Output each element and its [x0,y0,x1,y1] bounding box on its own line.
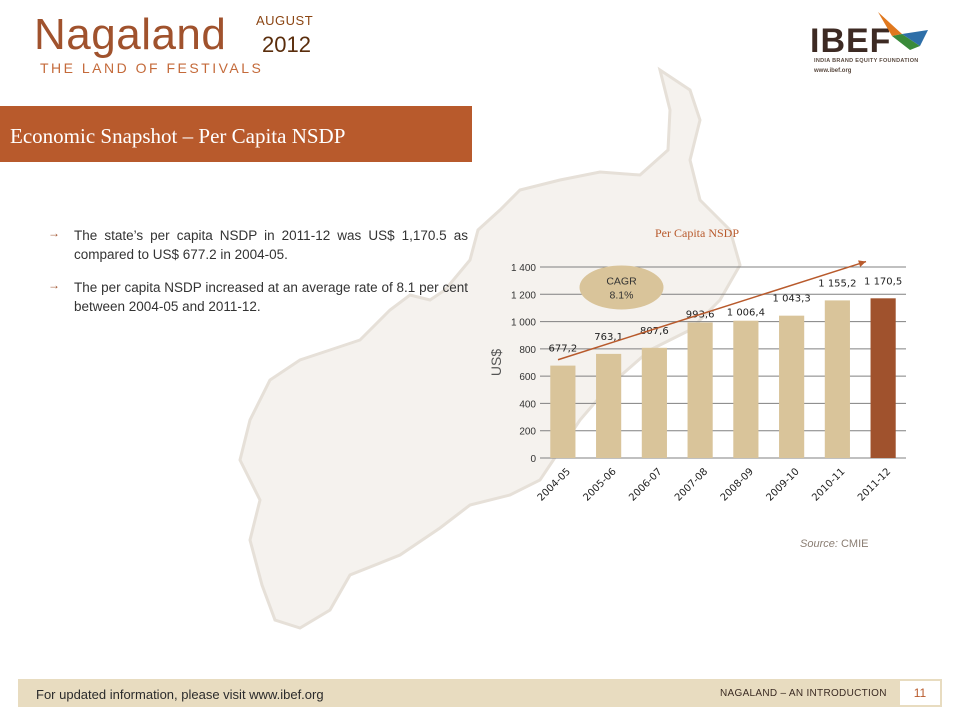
arrow-icon: → [48,226,60,240]
ibef-logo: IBEF INDIA BRAND EQUITY FOUNDATION www.i… [810,8,930,80]
page-tagline: THE LAND OF FESTIVALS [40,60,264,76]
y-tick-label: 600 [519,372,536,383]
bar [870,298,896,458]
y-tick-label: 0 [530,454,536,465]
page-title: Nagaland [34,10,227,59]
y-tick-label: 1 000 [511,318,536,329]
bullet-item: → The per capita NSDP increased at an av… [48,278,468,316]
x-tick-label: 2010-11 [810,466,847,503]
bullet-text: The per capita NSDP increased at an aver… [74,280,468,314]
logo-name: IBEF [810,22,892,60]
report-year: 2012 [262,32,311,57]
footer-section-name: NAGALAND – AN INTRODUCTION [720,688,887,699]
data-label: 807,6 [640,326,669,337]
x-tick-label: 2004-05 [536,466,573,503]
x-tick-label: 2008-09 [719,466,756,503]
bar [596,353,622,458]
x-tick-label: 2007-08 [673,466,710,503]
cagr-value: 8.1% [610,289,634,301]
data-label: 1 155,2 [818,278,856,289]
y-tick-label: 1 400 [511,263,536,274]
source-note: Source: CMIE [800,538,868,550]
logo-url: www.ibef.org [814,68,852,74]
data-label: 1 006,4 [727,308,765,319]
footer-link-text[interactable]: For updated information, please visit ww… [36,687,324,702]
y-tick-label: 200 [519,427,536,438]
y-axis-label: US$ [488,349,504,376]
page-number: 11 [900,681,940,705]
bar [550,365,576,458]
y-tick-label: 1 200 [511,290,536,301]
section-title: Economic Snapshot – Per Capita NSDP [10,124,346,148]
data-label: 1 043,3 [773,294,811,305]
bullet-list: → The state’s per capita NSDP in 2011-12… [48,226,468,330]
cagr-trend-line [557,260,867,361]
data-label: 1 170,5 [864,276,902,287]
cagr-badge [579,265,664,310]
bar [824,300,850,458]
report-month: AUGUST [256,13,314,28]
source-label: Source: [800,538,838,550]
x-tick-label: 2009-10 [764,466,801,503]
bullet-item: → The state’s per capita NSDP in 2011-12… [48,226,468,264]
y-tick-label: 400 [519,399,536,410]
chart-title: Per Capita NSDP [655,226,739,240]
x-tick-label: 2006-07 [627,466,664,503]
x-tick-label: 2011-12 [856,466,893,503]
footer-bar: For updated information, please visit ww… [18,679,942,707]
cagr-label: CAGR [606,275,637,287]
bar [687,322,713,458]
x-tick-label: 2005-06 [581,466,618,503]
arrow-icon: → [48,278,60,292]
data-label: 763,1 [594,332,623,343]
logo-subtitle: INDIA BRAND EQUITY FOUNDATION [814,58,919,64]
section-banner: Economic Snapshot – Per Capita NSDP [0,106,472,162]
bar [733,320,759,458]
bird-icon [878,12,928,50]
bullet-text: The state’s per capita NSDP in 2011-12 w… [74,228,468,262]
arrow-head-icon [858,260,866,268]
data-label: 677,2 [549,344,578,355]
source-value: CMIE [840,538,869,550]
bar [779,315,805,458]
y-tick-label: 800 [519,345,536,356]
bar [641,347,667,458]
